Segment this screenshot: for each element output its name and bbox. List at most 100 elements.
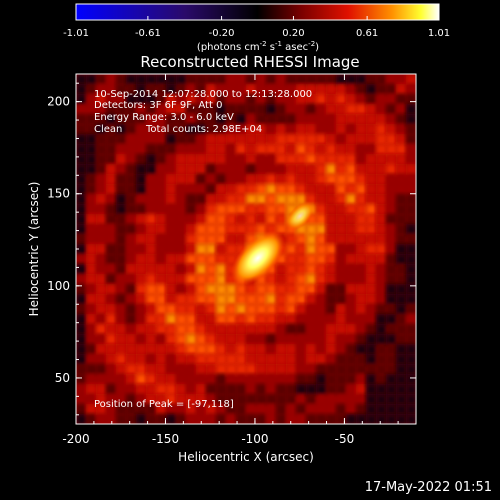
- heatmap-cell: [386, 84, 397, 95]
- heatmap-cell: [166, 264, 177, 275]
- heatmap-cell: [176, 94, 187, 105]
- heatmap-cell: [146, 74, 157, 85]
- heatmap-cell: [376, 254, 387, 265]
- heatmap-cell: [196, 314, 207, 325]
- heatmap-cell: [366, 274, 377, 285]
- heatmap-cell: [366, 164, 377, 175]
- heatmap-cell: [266, 94, 277, 105]
- heatmap-cell: [366, 374, 377, 385]
- heatmap-cell: [146, 214, 157, 225]
- heatmap-cell: [176, 324, 187, 335]
- heatmap-cell: [336, 304, 347, 315]
- heatmap-cell: [376, 314, 387, 325]
- heatmap-cell: [266, 404, 277, 415]
- heatmap-cell: [306, 274, 317, 285]
- heatmap-cell: [156, 414, 167, 424]
- heatmap-cell: [146, 304, 157, 315]
- annotation-algorithm: Clean: [94, 124, 122, 135]
- heatmap-cell: [266, 174, 277, 185]
- x-tick-label: -50: [335, 432, 355, 446]
- heatmap-cell: [186, 114, 197, 125]
- colorbar-tick-label: -0.61: [135, 28, 161, 39]
- heatmap-cell: [256, 174, 267, 185]
- heatmap-cell: [336, 154, 347, 165]
- heatmap-cell: [366, 284, 377, 295]
- heatmap-cell: [76, 334, 87, 345]
- heatmap-cell: [246, 184, 257, 195]
- heatmap-cell: [246, 414, 257, 424]
- heatmap-cell: [406, 304, 416, 315]
- heatmap-cell: [86, 234, 97, 245]
- heatmap-cell: [76, 344, 87, 355]
- heatmap-cell: [266, 224, 277, 235]
- heatmap-cell: [146, 314, 157, 325]
- heatmap-cell: [196, 354, 207, 365]
- heatmap-cell: [176, 134, 187, 145]
- heatmap-cell: [276, 124, 287, 135]
- heatmap-cell: [166, 214, 177, 225]
- heatmap-cell: [156, 294, 167, 305]
- heatmap-cell: [306, 154, 317, 165]
- heatmap-cell: [126, 234, 137, 245]
- heatmap-cell: [106, 134, 117, 145]
- heatmap-cell: [166, 144, 177, 155]
- heatmap-cell: [106, 404, 117, 415]
- heatmap-cell: [246, 354, 257, 365]
- heatmap-cell: [376, 264, 387, 275]
- heatmap-cell: [236, 224, 247, 235]
- heatmap-cell: [86, 194, 97, 205]
- heatmap-cell: [286, 134, 297, 145]
- heatmap-cell: [216, 284, 227, 295]
- heatmap-cell: [246, 404, 257, 415]
- heatmap-cell: [346, 254, 357, 265]
- chart-title: Reconstructed RHESSI Image: [140, 53, 360, 71]
- heatmap-cell: [146, 224, 157, 235]
- heatmap-cell: [86, 374, 97, 385]
- heatmap-cell: [306, 124, 317, 135]
- heatmap-cell: [246, 394, 257, 405]
- heatmap-cell: [246, 94, 257, 105]
- heatmap-cell: [306, 344, 317, 355]
- heatmap-cell: [136, 204, 147, 215]
- heatmap-cell: [116, 364, 127, 375]
- heatmap-cell: [386, 344, 397, 355]
- heatmap-cell: [386, 384, 397, 395]
- heatmap-cell: [126, 254, 137, 265]
- heatmap-cell: [186, 334, 197, 345]
- heatmap-cell: [366, 184, 377, 195]
- heatmap-cell: [306, 374, 317, 385]
- heatmap-cell: [326, 164, 337, 175]
- heatmap-cell: [226, 314, 237, 325]
- heatmap-cell: [326, 364, 337, 375]
- annotation-detectors: Detectors: 3F 6F 9F, Att 0: [94, 100, 222, 111]
- heatmap-cell: [236, 344, 247, 355]
- heatmap-cell: [266, 84, 277, 95]
- heatmap-cell: [326, 154, 337, 165]
- heatmap-cell: [286, 364, 297, 375]
- heatmap-cell: [256, 164, 267, 175]
- heatmap-cell: [106, 274, 117, 285]
- heatmap-cell: [126, 224, 137, 235]
- heatmap-cell: [136, 344, 147, 355]
- heatmap-cell: [136, 374, 147, 385]
- x-tick-label: -200: [62, 432, 89, 446]
- heatmap-cell: [226, 154, 237, 165]
- heatmap-cell: [196, 124, 207, 135]
- heatmap-cell: [126, 394, 137, 405]
- heatmap-cell: [246, 124, 257, 135]
- heatmap-cell: [96, 324, 107, 335]
- heatmap-cell: [376, 174, 387, 185]
- heatmap-cell: [96, 204, 107, 215]
- heatmap-cell: [376, 344, 387, 355]
- heatmap-cell: [396, 254, 407, 265]
- heatmap-cell: [376, 214, 387, 225]
- heatmap-cell: [256, 324, 267, 335]
- heatmap-cell: [96, 374, 107, 385]
- heatmap-cell: [386, 154, 397, 165]
- heatmap-cell: [86, 264, 97, 275]
- heatmap-cell: [116, 374, 127, 385]
- heatmap-cell: [366, 194, 377, 205]
- heatmap-cell: [236, 184, 247, 195]
- heatmap-cell: [176, 154, 187, 165]
- heatmap-cell: [286, 274, 297, 285]
